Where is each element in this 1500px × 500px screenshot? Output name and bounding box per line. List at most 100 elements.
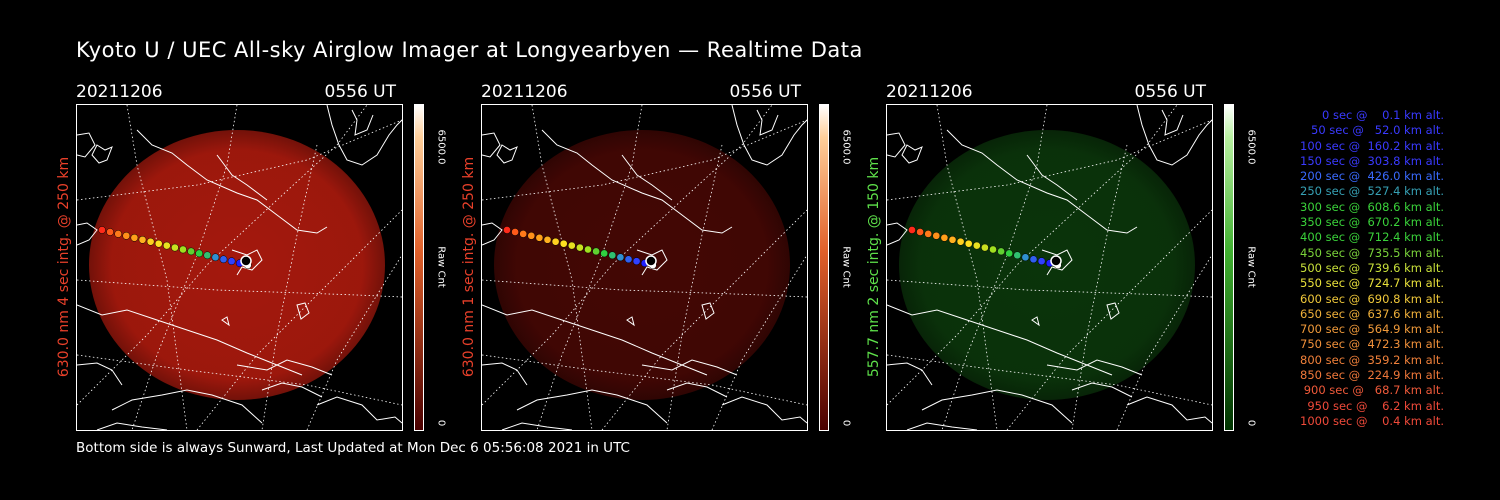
track-point [948,235,957,244]
track-point [584,245,592,254]
legend-entry: 800 sec @ 359.2 km alt. [1300,352,1444,367]
track-point [195,249,204,258]
satellite-track [98,226,252,269]
satellite-track [503,226,657,269]
color-bar [414,104,424,431]
legend-entry: 550 sec @ 724.7 km alt. [1300,276,1444,291]
legend-entry: 900 sec @ 68.7 km alt. [1303,383,1444,398]
legend-entry: 750 sec @ 472.3 km alt. [1300,337,1444,352]
track-point [543,235,552,244]
track-point [106,228,114,236]
track-point [146,237,155,246]
legend-entry: 300 sec @ 608.6 km alt. [1300,199,1444,214]
track-point [981,243,989,252]
allsky-image [76,104,403,431]
legend-list: 0 sec @ 0.1 km alt. 50 sec @ 52.0 km alt.… [1300,108,1444,429]
track-point [98,226,106,234]
track-point [632,257,641,266]
track-point [567,241,576,250]
imager-panel-2: 20211206 0556 UT 630.0 nm 1 sec intg. @ … [461,82,871,432]
track-point [551,237,560,246]
satellite-track [908,226,1062,269]
panel-wavelength-label: 630.0 nm 4 sec intg. @ 250 km [56,156,72,377]
colorbar-min-label: 0 [1245,419,1257,427]
colorbar-unit-label: Raw Cnt [1245,246,1257,288]
track-point [592,247,600,256]
track-point [997,247,1005,256]
legend-entry: 700 sec @ 564.9 km alt. [1300,322,1444,337]
track-point [162,241,171,250]
legend-entry: 600 sec @ 690.8 km alt. [1300,291,1444,306]
track-point [138,235,147,244]
panel-date: 20211206 [886,82,973,102]
track-point [924,230,933,238]
track-point [179,245,187,254]
legend-entry: 250 sec @ 527.4 km alt. [1300,184,1444,199]
track-current-point [1050,255,1062,267]
page-title: Kyoto U / UEC All-sky Airglow Imager at … [76,38,863,62]
panel-wavelength-label: 557.7 nm 2 sec intg. @ 150 km [866,156,882,377]
track-point [964,239,973,248]
color-bar [1224,104,1234,431]
legend-entry: 50 sec @ 52.0 km alt. [1311,123,1444,138]
track-point [559,239,568,248]
colorbar-unit-label: Raw Cnt [435,246,447,288]
track-point [916,228,924,236]
track-point [616,253,625,262]
track-point [219,255,228,264]
lat-lon-grid [77,105,402,430]
track-point [503,226,511,234]
track-point [154,239,163,248]
legend-entry: 1000 sec @ 0.4 km alt. [1300,413,1444,428]
legend-entry: 200 sec @ 426.0 km alt. [1300,169,1444,184]
legend-entry: 400 sec @ 712.4 km alt. [1300,230,1444,245]
track-point [608,251,617,260]
panel-time: 0556 UT [729,82,802,102]
track-point [535,233,544,242]
track-point [940,233,949,242]
panel-wavelength-label: 630.0 nm 1 sec intg. @ 250 km [461,156,477,377]
allsky-image [886,104,1213,431]
legend-entry: 950 sec @ 6.2 km alt. [1307,398,1444,413]
coastlines [77,105,402,430]
track-point [211,253,220,262]
track-point [932,231,941,240]
color-bar [819,104,829,431]
panel-date: 20211206 [481,82,568,102]
panel-date: 20211206 [76,82,163,102]
track-current-point [645,255,657,267]
track-point [576,243,584,252]
panel-time: 0556 UT [324,82,397,102]
track-point [1029,255,1038,264]
legend-entry: 850 sec @ 224.9 km alt. [1300,368,1444,383]
track-point [130,233,139,242]
colorbar-unit-label: Raw Cnt [840,246,852,288]
legend-entry: 650 sec @ 637.6 km alt. [1300,306,1444,321]
legend-entry: 0 sec @ 0.1 km alt. [1321,108,1444,122]
track-point [1021,253,1030,262]
track-point [1013,251,1022,260]
legend-entry: 350 sec @ 670.2 km alt. [1300,215,1444,230]
coastlines [482,105,807,430]
legend-entry: 100 sec @ 160.2 km alt. [1300,138,1444,153]
lat-lon-grid [887,105,1212,430]
colorbar-min-label: 0 [840,419,852,427]
allsky-image [481,104,808,431]
coastlines [887,105,1212,430]
track-point [527,231,536,240]
colorbar-min-label: 0 [435,419,447,427]
track-point [972,241,981,250]
track-point [908,226,916,234]
track-point [203,251,212,260]
track-point [122,231,131,240]
imager-panel-1: 20211206 0556 UT 630.0 nm 4 sec intg. @ … [56,82,466,432]
track-point [989,245,997,254]
track-point [1005,249,1014,258]
track-point [519,230,528,238]
colorbar-max-label: 6500.0 [840,129,852,165]
panel-time: 0556 UT [1134,82,1207,102]
lat-lon-grid [482,105,807,430]
track-point [114,230,123,238]
imager-panel-3: 20211206 0556 UT 557.7 nm 2 sec intg. @ … [866,82,1276,432]
track-point [227,257,236,266]
